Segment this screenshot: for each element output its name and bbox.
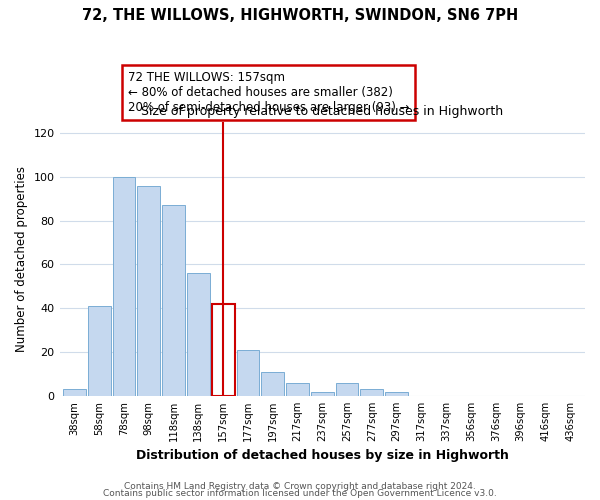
Bar [137, 186, 160, 396]
X-axis label: Distribution of detached houses by size in Highworth: Distribution of detached houses by size … [136, 450, 509, 462]
Bar [286, 383, 309, 396]
Bar [311, 392, 334, 396]
Bar [162, 206, 185, 396]
Bar [212, 304, 235, 396]
Y-axis label: Number of detached properties: Number of detached properties [15, 166, 28, 352]
Bar [236, 350, 259, 396]
Bar [361, 390, 383, 396]
Bar [88, 306, 110, 396]
Bar [385, 392, 408, 396]
Text: Contains public sector information licensed under the Open Government Licence v3: Contains public sector information licen… [103, 490, 497, 498]
Text: 72 THE WILLOWS: 157sqm
← 80% of detached houses are smaller (382)
20% of semi-de: 72 THE WILLOWS: 157sqm ← 80% of detached… [128, 71, 409, 114]
Bar [63, 390, 86, 396]
Text: Contains HM Land Registry data © Crown copyright and database right 2024.: Contains HM Land Registry data © Crown c… [124, 482, 476, 491]
Bar [261, 372, 284, 396]
Bar [335, 383, 358, 396]
Text: 72, THE WILLOWS, HIGHWORTH, SWINDON, SN6 7PH: 72, THE WILLOWS, HIGHWORTH, SWINDON, SN6… [82, 8, 518, 22]
Title: Size of property relative to detached houses in Highworth: Size of property relative to detached ho… [141, 105, 503, 118]
Bar [187, 273, 210, 396]
Bar [113, 177, 136, 396]
